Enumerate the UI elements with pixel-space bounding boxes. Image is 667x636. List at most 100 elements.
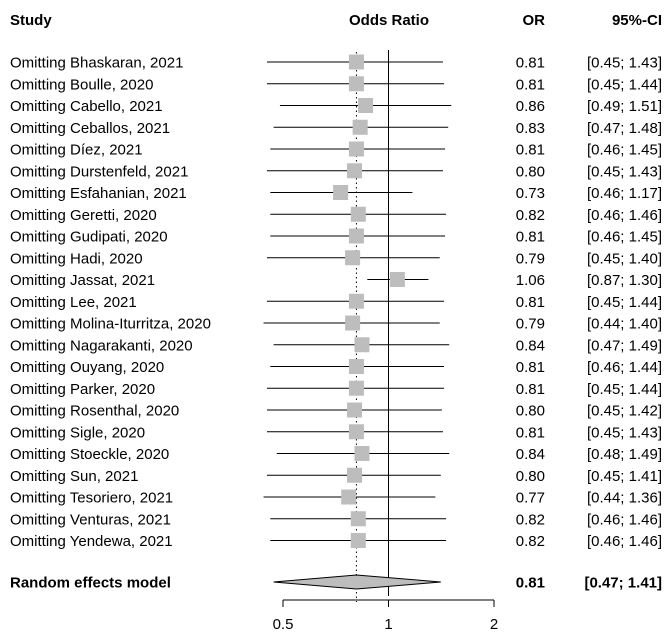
or-value: 0.82 xyxy=(516,533,545,550)
ci-value: [0.46; 1.46] xyxy=(587,533,662,550)
or-value: 0.82 xyxy=(516,207,545,224)
ci-value: [0.45; 1.44] xyxy=(587,294,662,311)
effect-box xyxy=(347,402,363,418)
x-tick-label: 2 xyxy=(490,616,498,633)
ci-value: [0.48; 1.49] xyxy=(587,446,662,463)
effect-box xyxy=(347,467,363,483)
effect-box xyxy=(354,446,370,461)
or-value: 0.80 xyxy=(516,163,545,180)
or-value: 0.81 xyxy=(516,55,545,72)
study-row: Omitting Ceballos, 2021 0.83 [0.47; 1.48] xyxy=(10,119,662,137)
study-row: Omitting Boulle, 2020 0.81 [0.45; 1.44] xyxy=(10,76,662,93)
ci-value: [0.46; 1.44] xyxy=(587,359,662,376)
or-value: 0.80 xyxy=(516,468,545,485)
ci-value: [0.47; 1.48] xyxy=(587,120,662,137)
ci-value: [0.46; 1.45] xyxy=(587,229,662,246)
study-label: Omitting Durstenfeld, 2021 xyxy=(10,163,188,180)
header-study: Study xyxy=(10,12,52,29)
study-label: Omitting Boulle, 2020 xyxy=(10,76,153,93)
header-95-ci: 95%-CI xyxy=(612,12,662,29)
ci-value: [0.45; 1.44] xyxy=(587,76,662,93)
or-value: 0.83 xyxy=(516,120,545,137)
or-value: 0.79 xyxy=(516,316,545,333)
study-row: Omitting Sigle, 2020 0.81 [0.45; 1.43] xyxy=(10,424,662,441)
study-label: Omitting Yendewa, 2021 xyxy=(10,533,173,550)
ci-value: [0.45; 1.44] xyxy=(587,381,662,398)
effect-box xyxy=(348,359,364,374)
effect-box xyxy=(358,98,374,113)
or-value: 0.84 xyxy=(516,446,545,463)
study-row: Omitting Esfahanian, 2021 0.73 [0.46; 1.17… xyxy=(10,185,662,202)
effect-box xyxy=(352,119,368,135)
ci-value: [0.46; 1.45] xyxy=(587,142,662,159)
or-value: 0.81 xyxy=(516,381,545,398)
study-row: Omitting Yendewa, 2021 0.82 [0.46; 1.46] xyxy=(10,533,662,550)
effect-box xyxy=(354,337,370,353)
study-row: Omitting Rosenthal, 2020 0.80 [0.45; 1.42] xyxy=(10,402,662,420)
study-label: Omitting Cabello, 2021 xyxy=(10,98,163,115)
study-row: Omitting Gudipati, 2020 0.81 [0.46; 1.45] xyxy=(10,228,662,246)
or-value: 0.77 xyxy=(516,490,545,507)
study-row: Omitting Jassat, 2021 1.06 [0.87; 1.30] xyxy=(10,272,662,289)
pooled-diamond xyxy=(273,574,441,590)
study-label: Omitting Bhaskaran, 2021 xyxy=(10,55,183,72)
study-label: Omitting Parker, 2020 xyxy=(10,381,155,398)
ci-value: [0.45; 1.41] xyxy=(587,468,662,485)
effect-box xyxy=(350,533,366,548)
study-label: Omitting Sun, 2021 xyxy=(10,468,138,485)
effect-box xyxy=(389,272,405,287)
study-row: Omitting Sun, 2021 0.80 [0.45; 1.41] xyxy=(10,467,662,485)
study-row: Omitting Bhaskaran, 2021 0.81 [0.45; 1.43] xyxy=(10,54,662,72)
or-value: 0.81 xyxy=(516,294,545,311)
or-value: 0.79 xyxy=(516,250,545,267)
or-value: 0.81 xyxy=(516,76,545,93)
x-axis: 0.5 1 2 xyxy=(273,599,498,633)
effect-box xyxy=(341,489,357,505)
ci-value: [0.44; 1.36] xyxy=(587,490,662,507)
or-value: 0.80 xyxy=(516,403,545,420)
study-row: Omitting Díez, 2021 0.81 [0.46; 1.45] xyxy=(10,141,662,159)
study-label: Omitting Molina-Iturritza, 2020 xyxy=(10,316,211,333)
effect-box xyxy=(348,141,364,157)
effect-box xyxy=(348,293,364,309)
header-odds-ratio: Odds Ratio xyxy=(349,12,429,29)
pooled-row: Random effects model 0.81 [0.47; 1.41] xyxy=(10,574,662,592)
study-row: Omitting Stoeckle, 2020 0.84 [0.48; 1.49] xyxy=(10,446,662,463)
ci-value: [0.45; 1.43] xyxy=(587,55,662,72)
study-rows: Omitting Bhaskaran, 2021 0.81 [0.45; 1.43]… xyxy=(10,54,662,550)
ci-value: [0.45; 1.43] xyxy=(587,163,662,180)
or-value: 0.81 xyxy=(516,359,545,376)
study-label: Omitting Geretti, 2020 xyxy=(10,207,157,224)
study-label: Omitting Nagarakanti, 2020 xyxy=(10,337,193,354)
ci-value: [0.45; 1.43] xyxy=(587,424,662,441)
ci-value: [0.44; 1.40] xyxy=(587,316,662,333)
study-row: Omitting Cabello, 2021 0.86 [0.49; 1.51] xyxy=(10,98,662,115)
study-row: Omitting Parker, 2020 0.81 [0.45; 1.44] xyxy=(10,380,662,398)
or-value: 0.82 xyxy=(516,511,545,528)
study-row: Omitting Hadi, 2020 0.79 [0.45; 1.40] xyxy=(10,250,662,267)
effect-box xyxy=(348,228,364,244)
study-label: Omitting Venturas, 2021 xyxy=(10,511,171,528)
study-row: Omitting Lee, 2021 0.81 [0.45; 1.44] xyxy=(10,293,662,311)
ci-value: [0.47; 1.49] xyxy=(587,337,662,354)
or-value: 0.81 xyxy=(516,142,545,159)
study-row: Omitting Nagarakanti, 2020 0.84 [0.47; 1.4… xyxy=(10,337,662,354)
effect-box xyxy=(345,250,361,266)
pooled-ci-value: [0.47; 1.41] xyxy=(584,575,662,592)
study-label: Omitting Gudipati, 2020 xyxy=(10,229,168,246)
effect-box xyxy=(333,185,349,200)
effect-box xyxy=(348,424,364,440)
study-label: Omitting Hadi, 2020 xyxy=(10,250,143,267)
header-or: OR xyxy=(523,12,546,29)
pooled-or-value: 0.81 xyxy=(516,575,545,592)
study-row: Omitting Ouyang, 2020 0.81 [0.46; 1.44] xyxy=(10,359,662,376)
or-value: 1.06 xyxy=(516,272,545,289)
pooled-label: Random effects model xyxy=(10,575,171,592)
study-label: Omitting Sigle, 2020 xyxy=(10,424,145,441)
or-value: 0.84 xyxy=(516,337,545,354)
study-row: Omitting Geretti, 2020 0.82 [0.46; 1.46] xyxy=(10,206,662,224)
effect-box xyxy=(348,380,364,396)
study-row: Omitting Venturas, 2021 0.82 [0.46; 1.46] xyxy=(10,511,662,528)
study-label: Omitting Esfahanian, 2021 xyxy=(10,185,187,202)
